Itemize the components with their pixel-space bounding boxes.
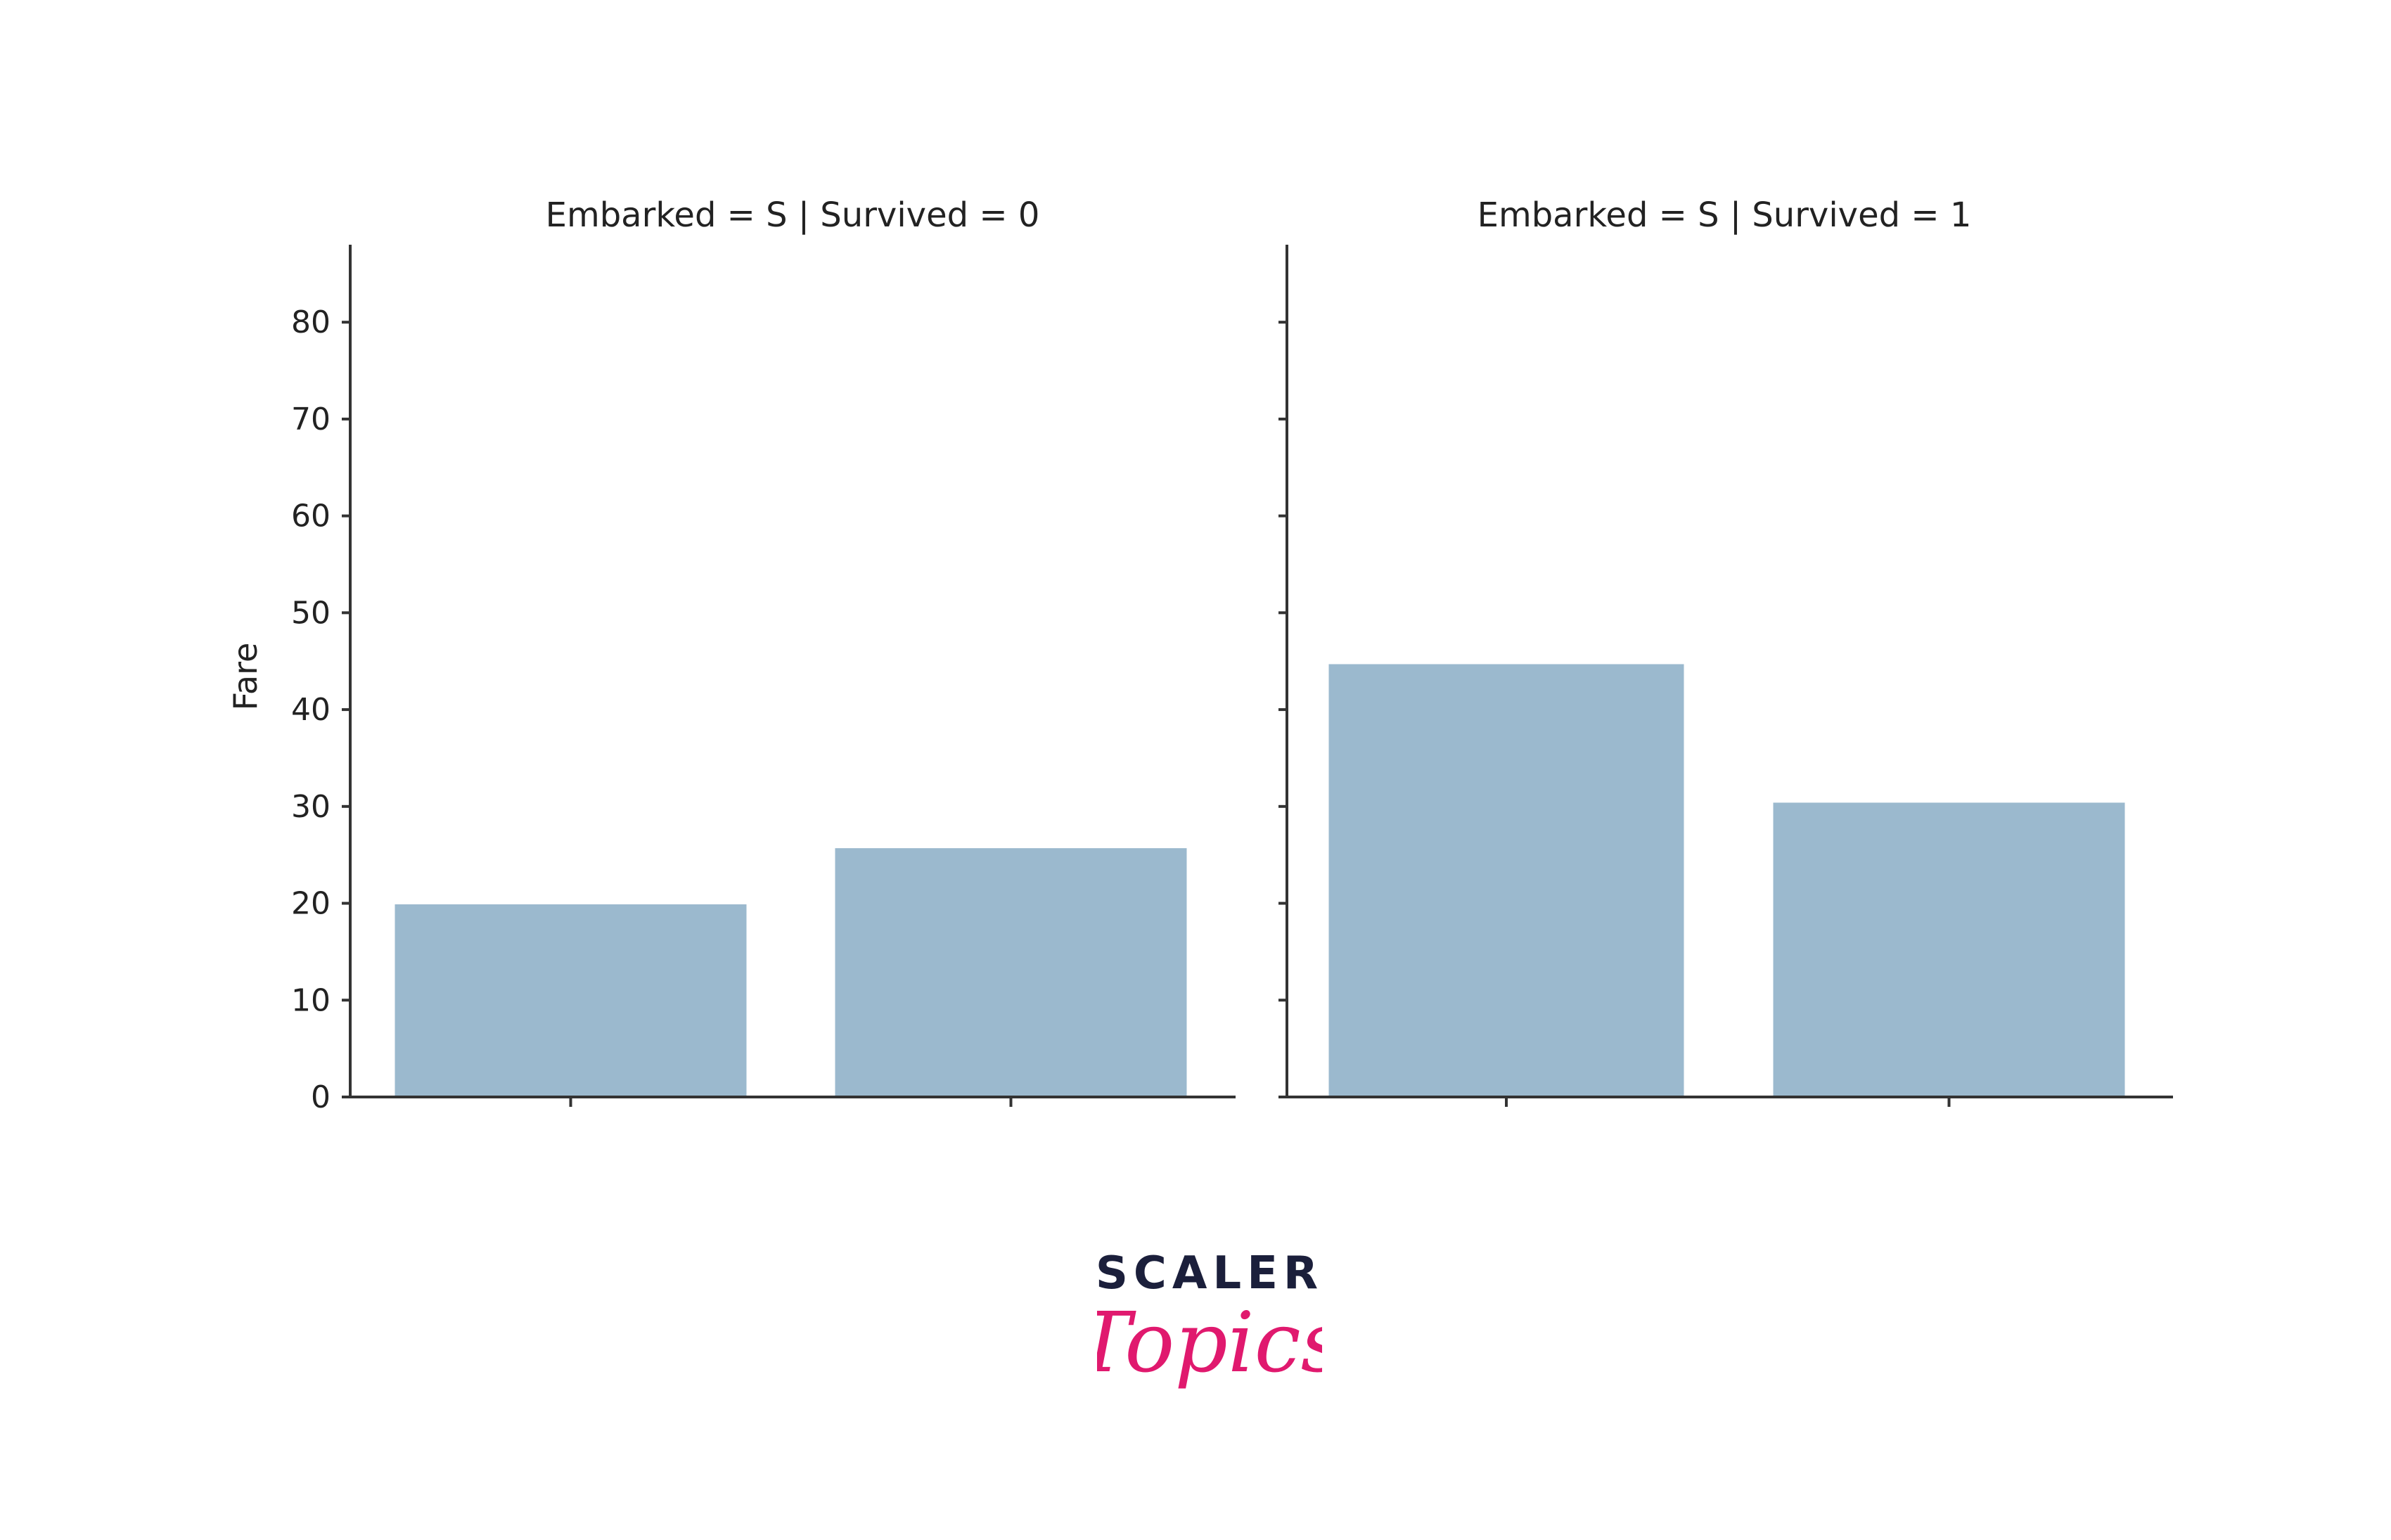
y-tick-label: 10 <box>291 982 331 1018</box>
y-tick-label: 80 <box>291 304 331 340</box>
y-tick-label: 70 <box>291 402 331 437</box>
y-axis-ticks: 0 10 20 30 40 50 60 70 80 <box>291 304 350 1115</box>
y-axis-label: Fare <box>226 643 264 711</box>
facet-panel-survived-1: Embarked = S | Survived = 1 <box>1278 195 2173 1107</box>
bars <box>392 846 1189 1098</box>
facet-panel-survived-0: Embarked = S | Survived = 0 Fare 0 10 20 30… <box>226 195 1236 1115</box>
y-tick-label: 0 <box>311 1079 331 1115</box>
panel-title: Embarked = S | Survived = 1 <box>1477 195 1972 235</box>
x-axis-ticks <box>569 1097 1013 1107</box>
logo-word: SCALER <box>1097 1247 1322 1300</box>
panel-title: Embarked = S | Survived = 0 <box>546 195 1040 235</box>
bar <box>1326 662 1686 1098</box>
bar <box>392 902 749 1098</box>
y-tick-label: 40 <box>291 692 331 728</box>
bars <box>1326 662 2127 1098</box>
logo-script: Topics <box>1097 1294 1322 1391</box>
y-tick-label: 30 <box>291 789 331 825</box>
x-axis-ticks <box>1505 1097 1951 1107</box>
y-tick-label: 20 <box>291 886 331 922</box>
y-tick-label: 50 <box>291 595 331 631</box>
y-tick-label: 60 <box>291 499 331 534</box>
bar <box>1771 800 2127 1098</box>
scaler-topics-logo: SCALER Topics <box>1097 1247 1322 1391</box>
bar <box>833 846 1189 1098</box>
